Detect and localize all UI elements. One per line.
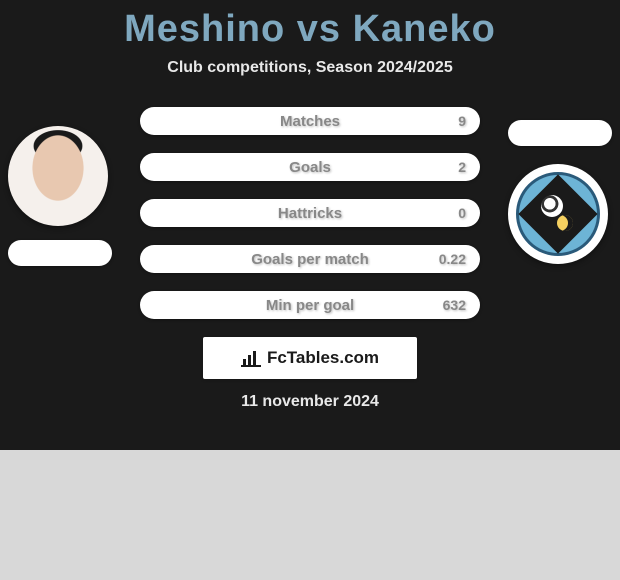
stat-label: Goals: [289, 159, 331, 176]
page-title: Meshino vs Kaneko: [0, 8, 620, 51]
stat-right-value: 632: [443, 297, 466, 313]
stat-label: Matches: [280, 113, 340, 130]
brand-box[interactable]: FcTables.com: [203, 337, 417, 379]
stat-right-value: 2: [458, 159, 466, 175]
date-line: 11 november 2024: [0, 393, 620, 411]
player-left-block: [8, 126, 112, 266]
stat-right-value: 9: [458, 113, 466, 129]
bottom-spacer: [0, 450, 620, 580]
stat-row: Hattricks 0: [140, 199, 480, 227]
player-right-block: [508, 120, 612, 264]
club-badge-moon-icon: [557, 215, 573, 231]
brand-text: FcTables.com: [267, 348, 379, 368]
stat-row: Min per goal 632: [140, 291, 480, 319]
stat-right-value: 0.22: [439, 251, 466, 267]
bar-chart-icon: [241, 349, 261, 367]
player-right-flag-pill: [508, 120, 612, 146]
stat-row: Goals 2: [140, 153, 480, 181]
player-left-flag-pill: [8, 240, 112, 266]
club-badge-ring: [516, 172, 600, 256]
player-right-club-badge: [508, 164, 608, 264]
subtitle: Club competitions, Season 2024/2025: [0, 59, 620, 77]
player-left-avatar: [8, 126, 108, 226]
stat-label: Hattricks: [278, 205, 342, 222]
stat-row: Matches 9: [140, 107, 480, 135]
stat-label: Min per goal: [266, 297, 354, 314]
club-badge-ball-icon: [541, 195, 563, 217]
comparison-card: Meshino vs Kaneko Club competitions, Sea…: [0, 0, 620, 450]
stat-label: Goals per match: [251, 251, 369, 268]
stat-right-value: 0: [458, 205, 466, 221]
stat-row: Goals per match 0.22: [140, 245, 480, 273]
